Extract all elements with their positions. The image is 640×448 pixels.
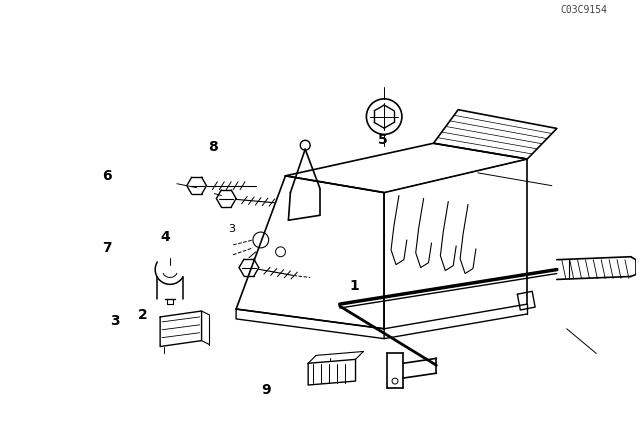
Text: C03C9154: C03C9154: [561, 5, 607, 16]
Text: 9: 9: [262, 383, 271, 397]
Text: 3: 3: [228, 224, 235, 233]
Text: 7: 7: [102, 241, 111, 255]
Text: 1: 1: [350, 279, 360, 293]
Text: 4: 4: [161, 230, 170, 245]
Text: 3: 3: [110, 314, 120, 328]
Text: 2: 2: [138, 308, 148, 322]
Text: 6: 6: [102, 168, 111, 182]
Text: 5: 5: [378, 133, 388, 147]
Text: 8: 8: [208, 140, 218, 154]
